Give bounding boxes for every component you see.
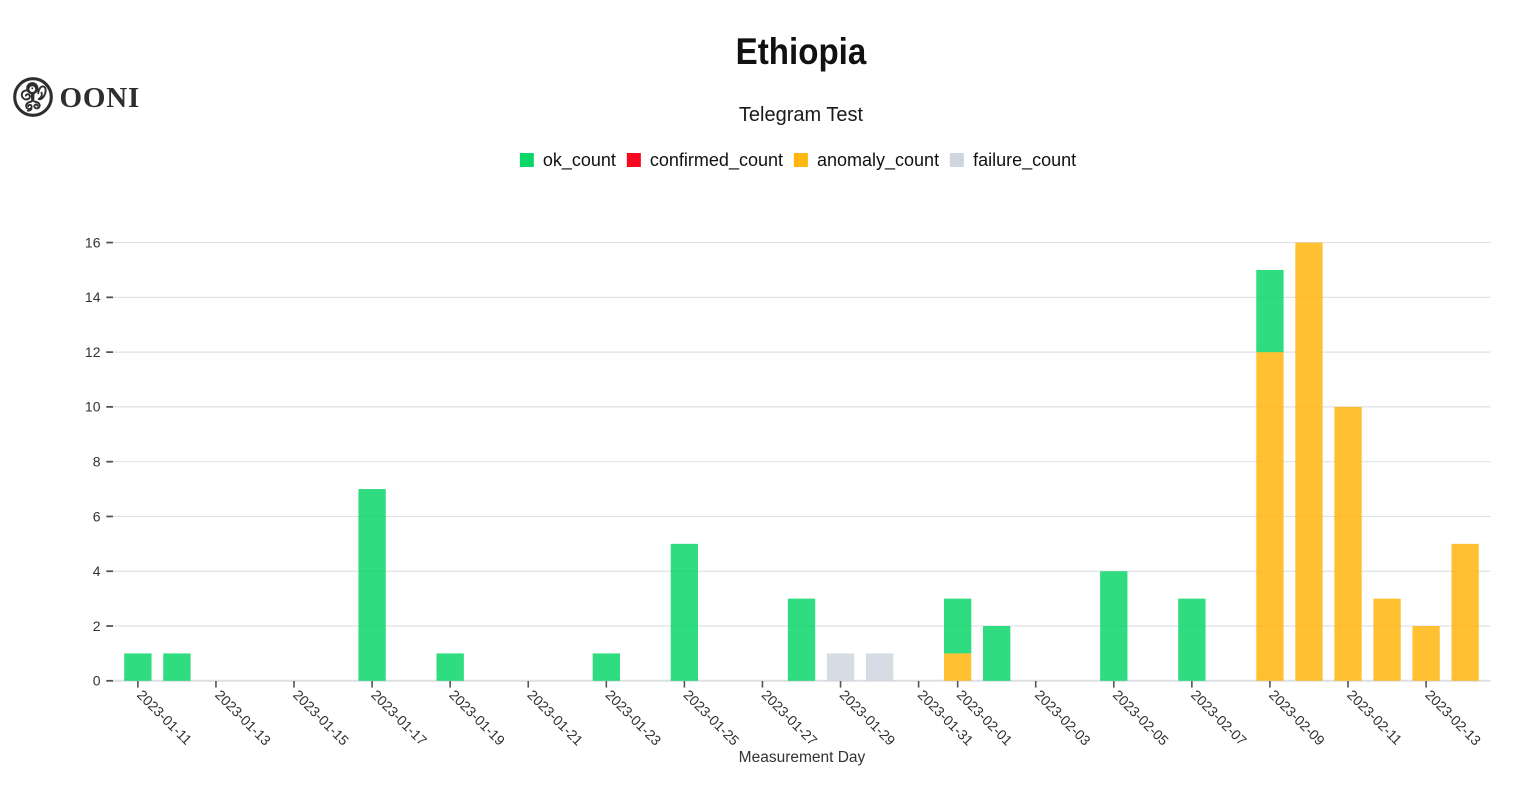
svg-text:2023-01-25: 2023-01-25 [681, 687, 743, 749]
svg-text:2023-01-15: 2023-01-15 [290, 687, 352, 749]
svg-text:14: 14 [85, 289, 101, 305]
svg-text:2023-02-01: 2023-02-01 [954, 687, 1016, 749]
svg-text:2023-02-07: 2023-02-07 [1188, 687, 1250, 749]
svg-text:6: 6 [93, 508, 101, 524]
svg-text:2023-01-13: 2023-01-13 [212, 687, 274, 749]
svg-text:2023-02-11: 2023-02-11 [1344, 687, 1405, 748]
svg-text:4: 4 [93, 563, 101, 579]
svg-text:2023-01-29: 2023-01-29 [837, 687, 899, 749]
svg-text:2023-02-13: 2023-02-13 [1422, 687, 1484, 749]
svg-text:8: 8 [93, 453, 101, 469]
svg-text:16: 16 [85, 234, 101, 250]
svg-text:2023-02-05: 2023-02-05 [1110, 687, 1172, 749]
svg-text:2023-01-17: 2023-01-17 [368, 687, 430, 749]
svg-text:2: 2 [93, 618, 101, 634]
svg-text:2023-02-09: 2023-02-09 [1266, 687, 1328, 749]
svg-text:0: 0 [93, 673, 101, 689]
svg-text:10: 10 [85, 399, 101, 415]
svg-text:2023-02-03: 2023-02-03 [1032, 687, 1094, 749]
svg-text:2023-01-21: 2023-01-21 [524, 687, 586, 749]
svg-text:2023-01-31: 2023-01-31 [915, 687, 977, 749]
svg-text:2023-01-23: 2023-01-23 [602, 687, 664, 749]
svg-text:Measurement Day: Measurement Day [739, 749, 866, 766]
svg-text:2023-01-19: 2023-01-19 [446, 687, 508, 749]
svg-text:2023-01-11: 2023-01-11 [134, 687, 195, 748]
svg-text:12: 12 [85, 344, 101, 360]
svg-text:2023-01-27: 2023-01-27 [759, 687, 821, 749]
